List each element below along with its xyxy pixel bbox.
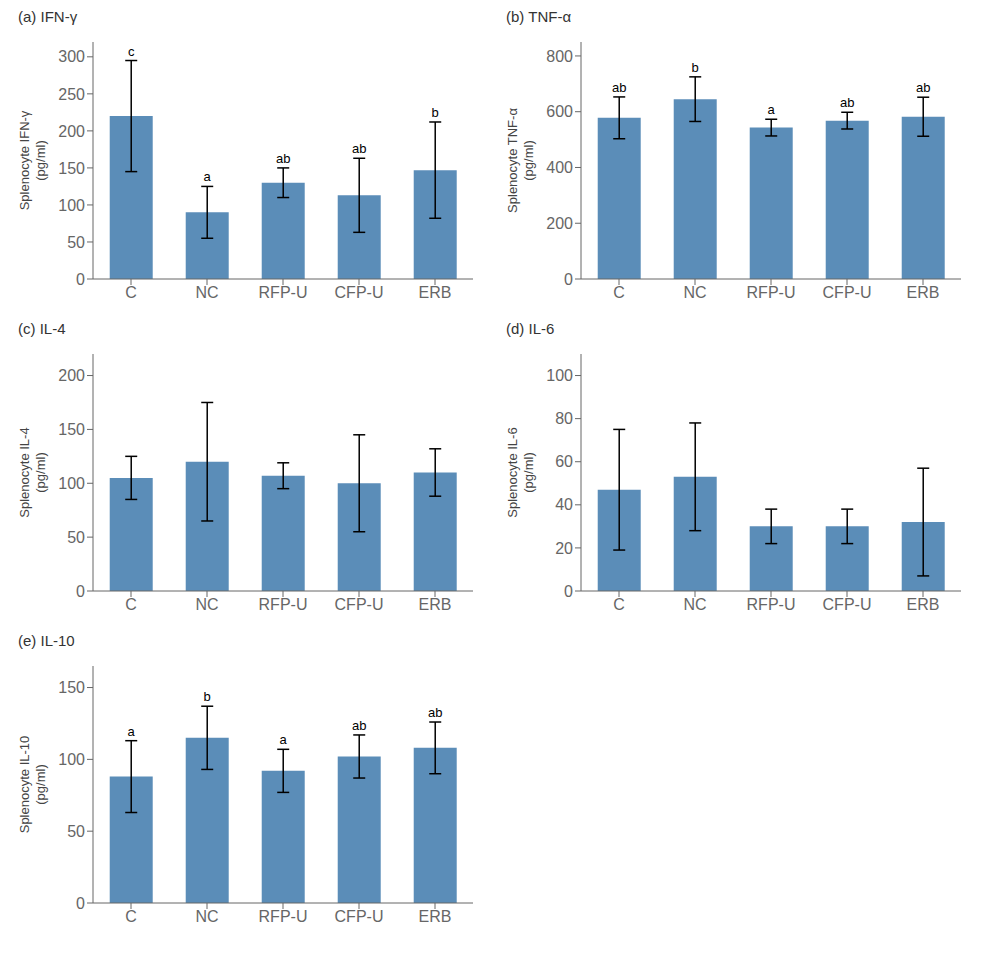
svg-text:50: 50 [67,529,85,546]
html-text:(e) IL-10: (e) IL-10 [18,632,75,649]
svg-text:ERB: ERB [419,908,452,925]
svg-text:0: 0 [564,271,573,288]
svg-text:ab: ab [916,80,930,95]
svg-text:100: 100 [58,197,85,214]
svg-text:0: 0 [76,583,85,600]
svg-text:ab: ab [428,705,442,720]
svg-text:C: C [125,596,137,613]
svg-text:a: a [128,724,136,739]
svg-text:RFP-U: RFP-U [259,596,308,613]
svg-text:NC: NC [195,284,218,301]
svg-text:50: 50 [67,234,85,251]
svg-text:ERB: ERB [907,284,940,301]
svg-text:a: a [204,169,212,184]
svg-text:50: 50 [67,823,85,840]
svg-text:ab: ab [612,80,626,95]
html-text:(c) IL-4: (c) IL-4 [18,320,66,337]
svg-text:a: a [280,732,288,747]
svg-text:NC: NC [195,908,218,925]
svg-text:C: C [125,284,137,301]
svg-text:Splenocyte IL-4(pg/ml): Splenocyte IL-4(pg/ml) [17,427,48,517]
svg-text:800: 800 [546,48,573,65]
svg-text:ERB: ERB [907,596,940,613]
svg-text:NC: NC [683,284,706,301]
svg-text:200: 200 [58,367,85,384]
svg-text:150: 150 [58,160,85,177]
svg-text:CFP-U: CFP-U [335,596,384,613]
svg-text:NC: NC [683,596,706,613]
svg-text:C: C [613,596,625,613]
svg-text:ERB: ERB [419,284,452,301]
svg-text:150: 150 [58,421,85,438]
svg-text:RFP-U: RFP-U [747,596,796,613]
svg-text:Splenocyte TNF-α(pg/ml): Splenocyte TNF-α(pg/ml) [505,108,536,213]
svg-text:b: b [432,105,439,120]
svg-text:CFP-U: CFP-U [823,284,872,301]
svg-text:600: 600 [546,103,573,120]
svg-text:100: 100 [58,751,85,768]
svg-text:b: b [692,60,699,75]
svg-text:200: 200 [58,123,85,140]
svg-text:Splenocyte IFN-γ(pg/ml): Splenocyte IFN-γ(pg/ml) [17,110,48,210]
svg-text:ab: ab [276,151,290,166]
svg-text:CFP-U: CFP-U [823,596,872,613]
svg-text:ERB: ERB [419,596,452,613]
svg-text:a: a [768,102,776,117]
svg-text:400: 400 [546,159,573,176]
svg-text:250: 250 [58,86,85,103]
svg-text:RFP-U: RFP-U [259,908,308,925]
svg-text:Splenocyte IL-6(pg/ml): Splenocyte IL-6(pg/ml) [505,427,536,517]
svg-text:NC: NC [195,596,218,613]
svg-text:20: 20 [555,540,573,557]
svg-text:40: 40 [555,496,573,513]
svg-text:60: 60 [555,453,573,470]
svg-text:RFP-U: RFP-U [259,284,308,301]
svg-text:0: 0 [76,895,85,912]
html-text:(b) TNF-α: (b) TNF-α [506,8,572,25]
svg-text:ab: ab [840,95,854,110]
svg-text:300: 300 [58,48,85,65]
html-text:(a) IFN-γ: (a) IFN-γ [18,8,78,25]
svg-text:0: 0 [564,583,573,600]
svg-text:150: 150 [58,679,85,696]
svg-text:Splenocyte IL-10(pg/ml): Splenocyte IL-10(pg/ml) [17,736,48,834]
svg-text:RFP-U: RFP-U [747,284,796,301]
svg-text:0: 0 [76,271,85,288]
svg-text:ab: ab [352,141,366,156]
svg-text:80: 80 [555,410,573,427]
svg-text:C: C [125,908,137,925]
svg-text:ab: ab [352,718,366,733]
svg-text:b: b [204,689,211,704]
html-text:(d) IL-6: (d) IL-6 [506,320,555,337]
svg-text:100: 100 [58,475,85,492]
svg-text:200: 200 [546,215,573,232]
svg-text:C: C [613,284,625,301]
svg-text:CFP-U: CFP-U [335,908,384,925]
svg-text:100: 100 [546,367,573,384]
svg-text:c: c [128,44,135,59]
svg-text:CFP-U: CFP-U [335,284,384,301]
